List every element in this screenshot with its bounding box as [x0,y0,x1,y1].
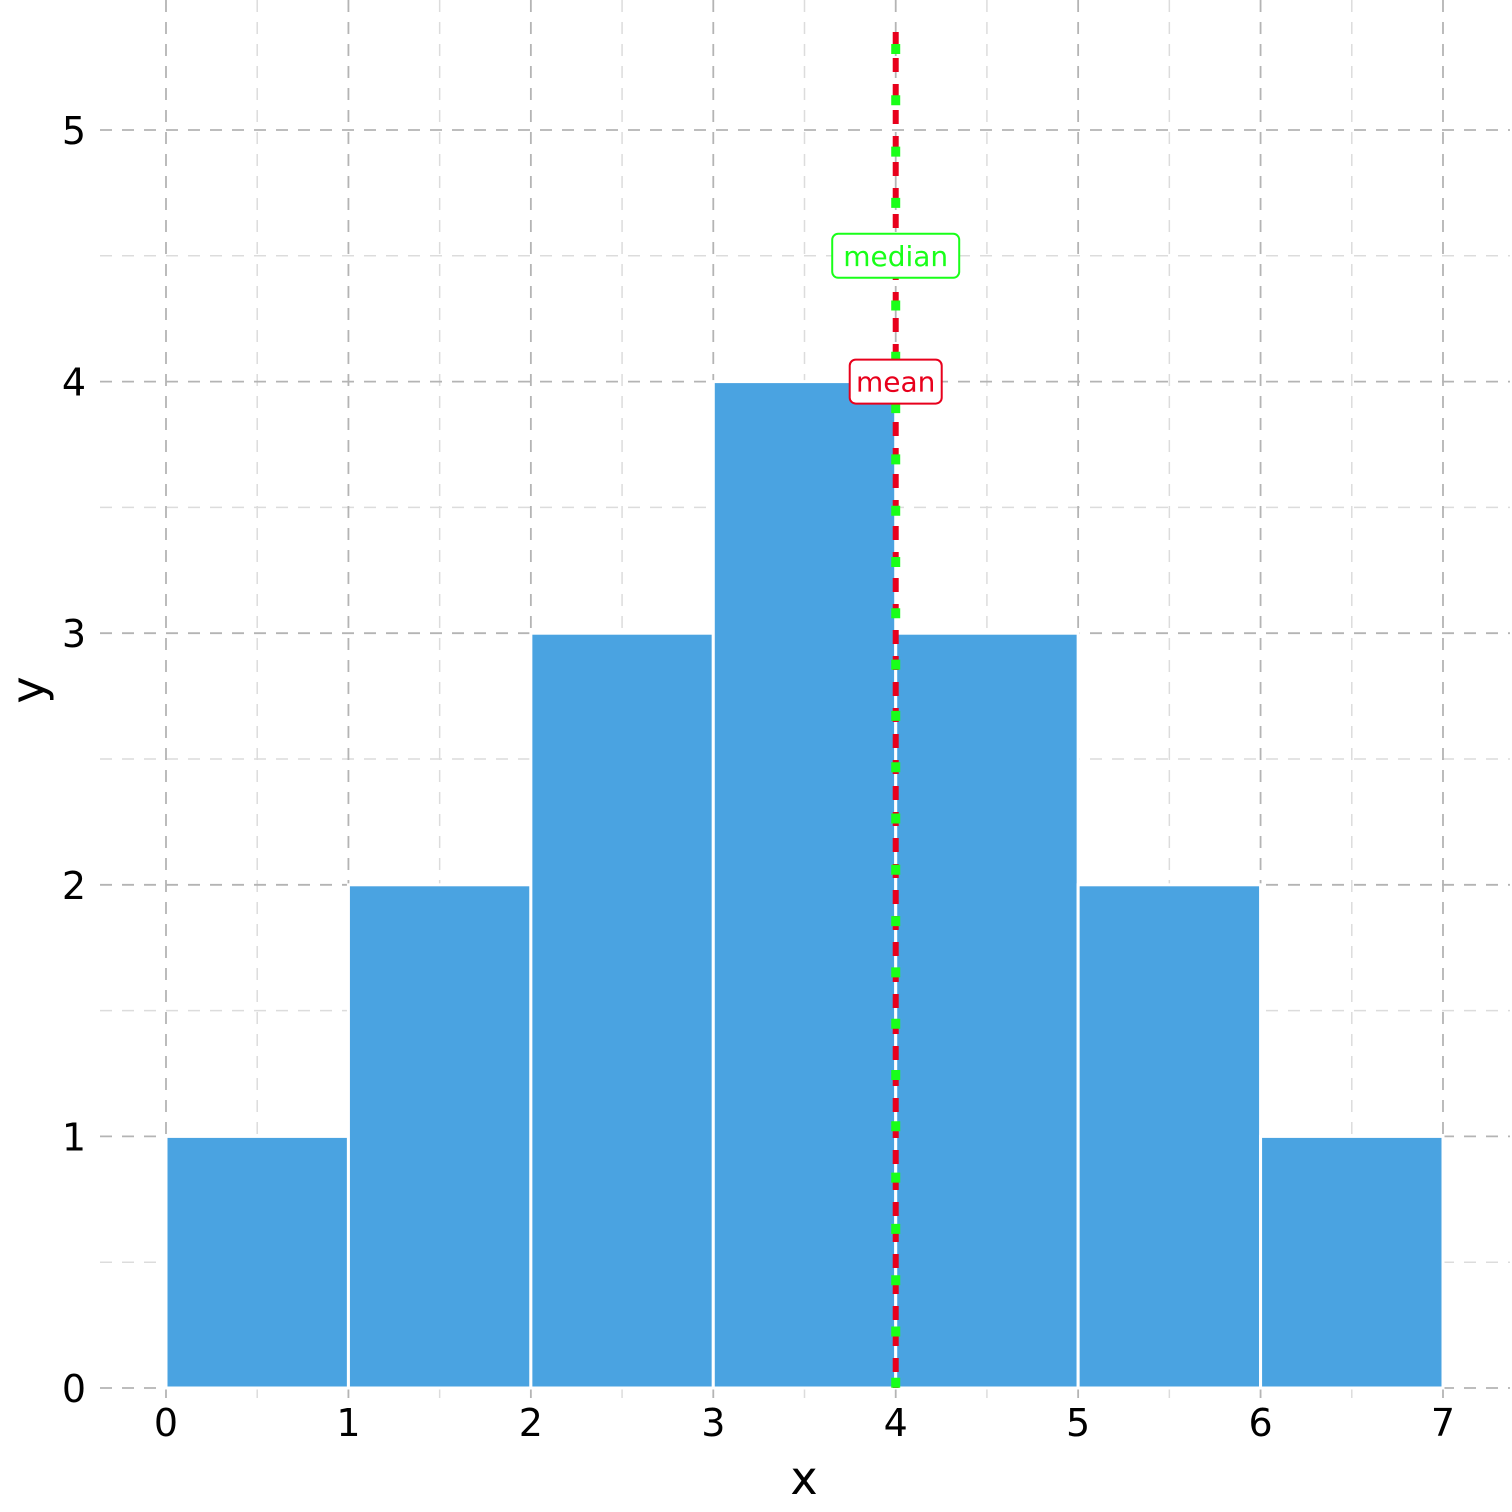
y-tick-label: 1 [62,1115,86,1159]
y-tick-label: 0 [62,1367,86,1411]
mean-label: mean [856,366,935,399]
y-tick-label: 3 [62,612,86,656]
y-axis-ticks: 0 1 2 3 4 5 [62,109,86,1411]
x-tick-label: 4 [884,1401,908,1445]
histogram-bar-1 [346,883,533,1390]
median-label-box [831,232,961,279]
histogram-bar-6 [1259,1134,1445,1390]
x-tick-label: 5 [1066,1401,1090,1445]
x-tick-label: 6 [1248,1401,1272,1445]
histogram-bar-4 [894,631,1080,1390]
histogram-bar-5 [1076,883,1263,1390]
y-tick-label: 4 [62,361,86,405]
x-tick-label: 1 [336,1401,360,1445]
x-tick-label: 3 [701,1401,725,1445]
mean-label-box [848,358,943,405]
y-tick-label: 5 [62,109,86,153]
histogram-bar-3 [711,380,898,1390]
histogram-bar-2 [529,631,715,1390]
y-tick-label: 2 [62,864,86,908]
x-tick-label: 2 [519,1401,543,1445]
y-axis-title: y [1,676,55,703]
x-axis-title: x [790,1451,817,1505]
reference-labels: mean median [831,232,961,405]
x-axis-ticks: 0 1 2 3 4 5 6 7 [154,1401,1455,1445]
histogram-bars [164,380,1445,1390]
median-label: median [843,240,948,273]
x-tick-label: 0 [154,1401,178,1445]
histogram-bar-0 [164,1134,350,1390]
x-tick-label: 7 [1431,1401,1455,1445]
